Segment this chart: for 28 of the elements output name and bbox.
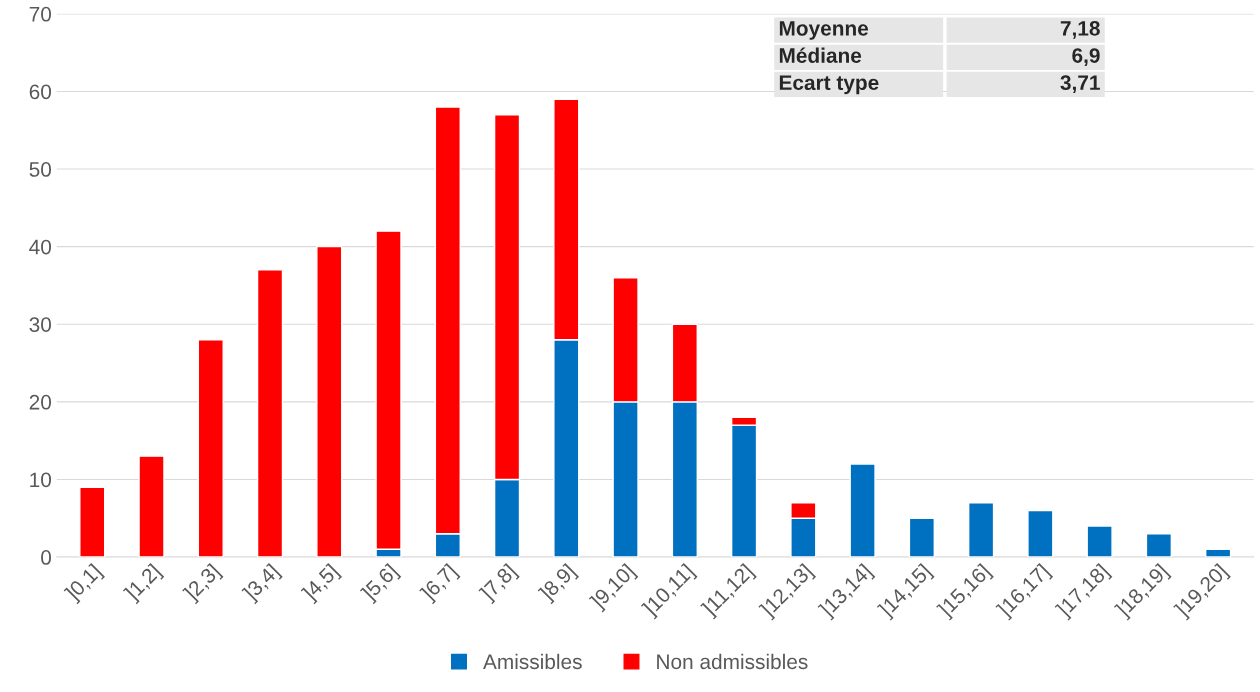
annotation: 6,9 <box>1072 48 1100 66</box>
y-tick-label: 20 <box>29 394 52 410</box>
y-tick-label: 30 <box>29 317 52 333</box>
y-tick-label: 50 <box>29 162 52 177</box>
y-tick-label: 0 <box>41 550 52 565</box>
bar <box>256 269 284 558</box>
bar <box>1205 548 1232 558</box>
y-tick-label: 40 <box>29 239 52 255</box>
bar <box>849 463 876 558</box>
bar <box>1145 533 1173 558</box>
annotation: 7,18 <box>1060 20 1100 39</box>
bar <box>908 517 935 558</box>
annotation: Ecart type <box>779 75 879 95</box>
annotation: Moyenne <box>779 21 869 40</box>
annotation: 3,71 <box>1060 75 1100 94</box>
y-tick-label: 70 <box>29 6 52 22</box>
y-tick-label: 10 <box>30 472 52 488</box>
bar <box>316 245 343 558</box>
bar <box>197 339 224 558</box>
bar <box>138 455 165 558</box>
annotation: Médiane <box>779 47 862 63</box>
bar <box>967 502 995 558</box>
bar <box>1086 525 1113 558</box>
legend-label: Non admissibles <box>657 653 808 670</box>
bar <box>1027 509 1054 558</box>
y-tick-label: 60 <box>29 84 52 100</box>
bar <box>79 486 106 558</box>
legend-label: Amissibles <box>483 653 582 670</box>
